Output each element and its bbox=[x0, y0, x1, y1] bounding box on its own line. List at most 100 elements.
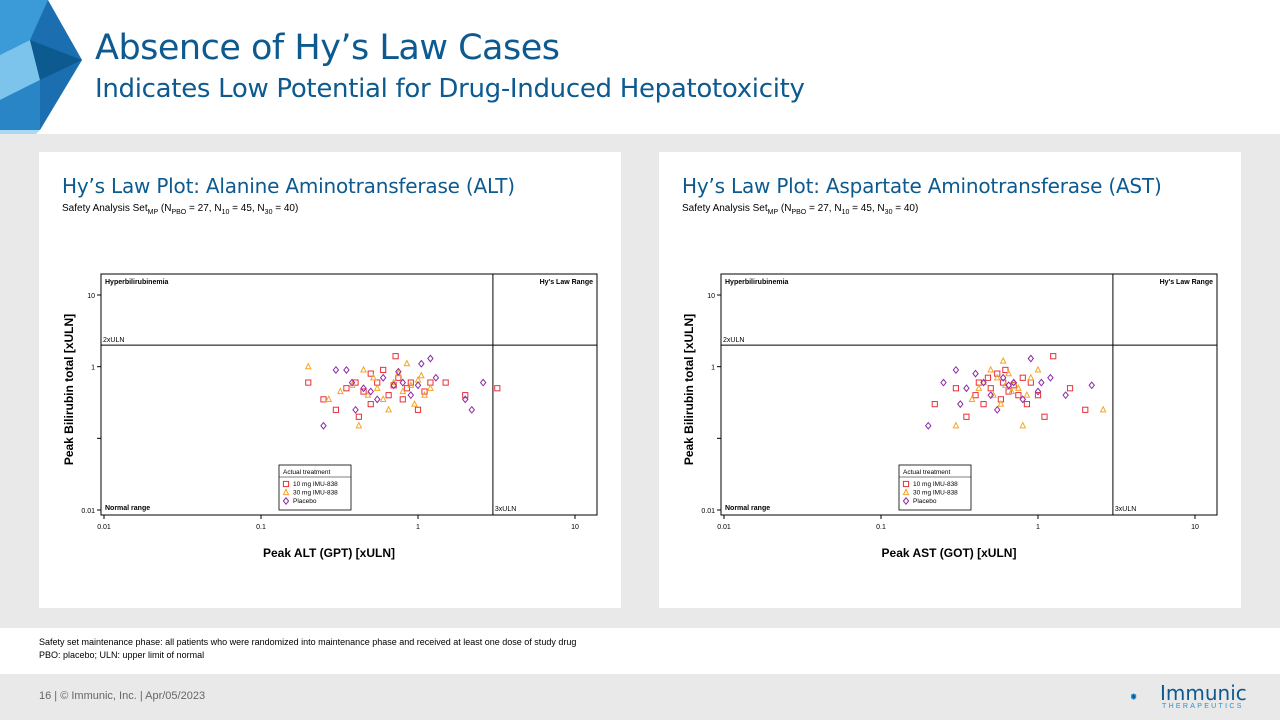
data-point bbox=[360, 365, 367, 373]
x-tick-label: 0.1 bbox=[256, 524, 266, 531]
data-point bbox=[975, 384, 983, 391]
legend-label: 10 mg IMU-838 bbox=[293, 481, 338, 488]
immunic-logo-icon bbox=[1131, 693, 1137, 700]
region-normal-range: Normal range bbox=[105, 505, 150, 512]
data-point bbox=[343, 385, 350, 392]
x-tick-label: 10 bbox=[1191, 524, 1199, 531]
x-tick-label: 0.01 bbox=[717, 524, 731, 531]
data-point bbox=[1062, 391, 1069, 400]
data-point bbox=[980, 401, 987, 408]
data-point bbox=[1005, 369, 1013, 377]
data-point bbox=[984, 374, 992, 381]
x-tick-label: 10 bbox=[571, 524, 579, 531]
data-point bbox=[925, 421, 932, 430]
data-point bbox=[972, 369, 979, 378]
data-point bbox=[332, 365, 340, 374]
label-3xuln: 3xULN bbox=[1115, 506, 1136, 513]
data-point bbox=[355, 421, 363, 429]
data-point bbox=[1015, 392, 1022, 399]
data-point bbox=[1050, 353, 1057, 360]
data-point bbox=[432, 373, 440, 382]
data-point bbox=[1041, 413, 1048, 420]
data-point bbox=[407, 391, 415, 400]
data-point bbox=[1019, 421, 1027, 429]
data-point bbox=[380, 366, 387, 374]
data-point bbox=[1019, 395, 1027, 404]
data-point bbox=[390, 378, 398, 386]
data-point bbox=[1027, 379, 1034, 386]
data-point bbox=[952, 385, 960, 392]
data-point bbox=[407, 379, 414, 386]
label-3xuln: 3xULN bbox=[495, 506, 516, 513]
data-point bbox=[373, 384, 381, 391]
region-hyperbilirubinemia: Hyperbilirubinemia bbox=[725, 279, 789, 286]
alt-panel: Hy’s Law Plot: Alanine Aminotransferase … bbox=[39, 152, 621, 608]
data-point bbox=[1023, 401, 1031, 408]
data-point bbox=[980, 378, 987, 386]
data-point bbox=[305, 379, 312, 386]
legend-marker bbox=[282, 497, 290, 505]
data-point bbox=[1023, 390, 1031, 398]
data-point bbox=[421, 390, 428, 398]
data-point bbox=[417, 371, 425, 379]
data-point bbox=[370, 373, 377, 381]
data-point bbox=[414, 406, 422, 413]
data-point bbox=[427, 354, 434, 363]
region-normal-range: Normal range bbox=[725, 505, 770, 512]
data-point bbox=[360, 388, 367, 395]
region-hyperbilirubinemia: Hyperbilirubinemia bbox=[105, 279, 169, 286]
legend-label: 10 mg IMU-838 bbox=[913, 481, 958, 488]
data-point bbox=[980, 378, 987, 387]
data-point bbox=[421, 388, 428, 395]
legend-label: 30 mg IMU-838 bbox=[293, 490, 338, 497]
y-tick-label: 0.01 bbox=[81, 508, 95, 515]
data-point bbox=[392, 353, 399, 360]
slide-title: Absence of Hy’s Law Cases bbox=[95, 28, 560, 68]
x-tick-label: 1 bbox=[416, 524, 420, 531]
data-point bbox=[395, 367, 402, 376]
data-point bbox=[990, 390, 997, 398]
legend-marker bbox=[902, 480, 910, 488]
ast-panel-title: Hy’s Law Plot: Aspartate Aminotransferas… bbox=[682, 174, 1162, 198]
legend-marker bbox=[902, 497, 910, 505]
data-point bbox=[343, 365, 350, 374]
data-point bbox=[367, 401, 374, 408]
data-point bbox=[399, 396, 406, 403]
data-point bbox=[352, 405, 359, 414]
region-hys-law-range: Hy's Law Range bbox=[1160, 279, 1214, 286]
data-point bbox=[957, 400, 964, 409]
logo-name: Immunic bbox=[1160, 681, 1247, 705]
legend-label: Placebo bbox=[293, 498, 317, 505]
y-tick-label: 0.01 bbox=[701, 508, 715, 515]
data-point bbox=[1005, 381, 1012, 390]
data-point bbox=[1034, 365, 1042, 373]
data-point bbox=[399, 387, 407, 395]
data-point bbox=[320, 421, 327, 430]
x-tick-label: 0.1 bbox=[876, 524, 886, 531]
data-point bbox=[479, 378, 487, 387]
data-point bbox=[1088, 381, 1096, 390]
legend-title: Actual treatment bbox=[283, 469, 331, 476]
legend-marker bbox=[282, 480, 290, 488]
alt-panel-title: Hy’s Law Plot: Alanine Aminotransferase … bbox=[62, 174, 515, 198]
legend-marker bbox=[902, 488, 910, 496]
data-point bbox=[403, 359, 411, 367]
legend-box bbox=[898, 464, 972, 511]
data-point bbox=[993, 373, 1001, 381]
data-point bbox=[987, 385, 994, 392]
data-point bbox=[414, 381, 422, 390]
data-point bbox=[1082, 406, 1089, 413]
data-point bbox=[952, 365, 960, 374]
legend-label: Placebo bbox=[913, 498, 937, 505]
data-point bbox=[407, 381, 415, 388]
data-point bbox=[390, 381, 397, 390]
data-point bbox=[468, 405, 476, 414]
data-point bbox=[399, 378, 407, 387]
data-point bbox=[332, 406, 340, 413]
x-tick-label: 0.01 bbox=[97, 524, 111, 531]
data-point bbox=[494, 385, 501, 392]
data-point bbox=[1038, 378, 1045, 387]
data-point bbox=[385, 392, 392, 399]
footnote-abbreviations: PBO: placebo; ULN: upper limit of normal bbox=[39, 650, 205, 660]
plot-frame bbox=[720, 273, 1218, 516]
